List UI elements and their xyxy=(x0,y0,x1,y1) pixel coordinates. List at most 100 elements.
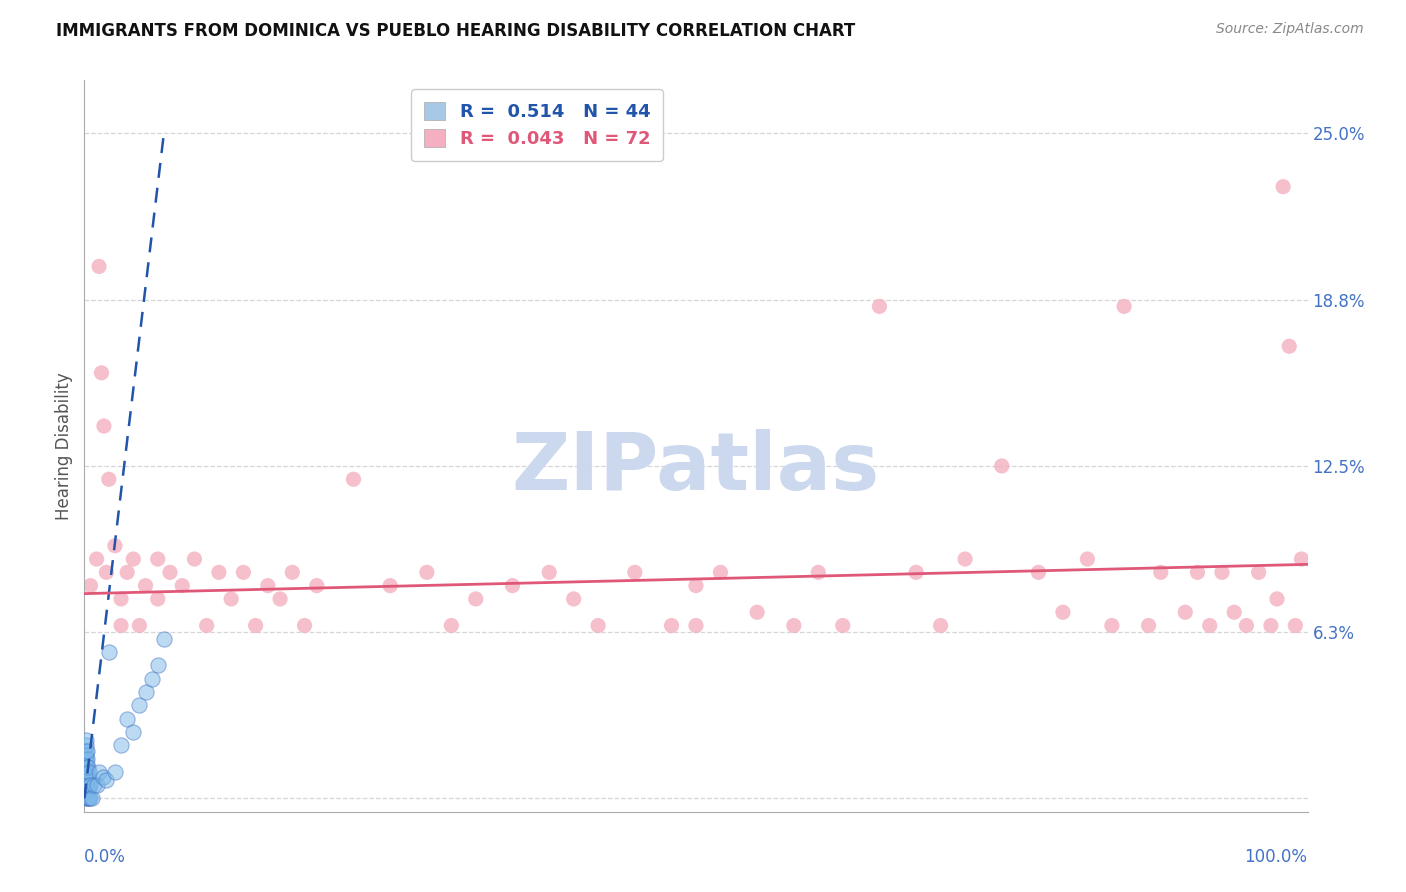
Point xyxy=(869,299,891,313)
Point xyxy=(709,566,731,580)
Point xyxy=(586,618,609,632)
Point xyxy=(269,591,291,606)
Point xyxy=(1223,605,1246,619)
Point xyxy=(110,738,132,752)
Text: ZIPatlas: ZIPatlas xyxy=(512,429,880,507)
Point xyxy=(208,566,231,580)
Point xyxy=(76,791,98,805)
Point xyxy=(110,618,132,632)
Point xyxy=(1278,339,1301,353)
Point xyxy=(77,780,100,795)
Point xyxy=(159,566,181,580)
Point xyxy=(1260,618,1282,632)
Point xyxy=(1076,552,1098,566)
Point xyxy=(1211,566,1233,580)
Point xyxy=(294,618,316,632)
Point xyxy=(685,579,707,593)
Point xyxy=(77,791,100,805)
Point xyxy=(1236,618,1258,632)
Point xyxy=(195,618,218,632)
Point xyxy=(96,772,118,787)
Point xyxy=(146,658,169,673)
Point xyxy=(83,778,105,792)
Point xyxy=(77,778,100,792)
Point xyxy=(115,566,138,580)
Point xyxy=(75,743,97,757)
Point xyxy=(1284,618,1306,632)
Point xyxy=(86,552,108,566)
Point xyxy=(90,366,112,380)
Point xyxy=(77,770,100,784)
Point xyxy=(153,632,176,646)
Point xyxy=(77,764,100,779)
Point xyxy=(79,778,101,792)
Point xyxy=(416,566,439,580)
Point xyxy=(305,579,328,593)
Point xyxy=(146,591,169,606)
Point xyxy=(77,759,100,773)
Point xyxy=(502,579,524,593)
Point xyxy=(440,618,463,632)
Point xyxy=(624,566,647,580)
Point xyxy=(661,618,683,632)
Point xyxy=(232,566,254,580)
Point xyxy=(104,764,127,779)
Point xyxy=(1028,566,1050,580)
Point xyxy=(97,472,120,486)
Point xyxy=(75,764,97,779)
Point xyxy=(783,618,806,632)
Point xyxy=(76,783,98,797)
Point xyxy=(1198,618,1220,632)
Point xyxy=(104,539,127,553)
Point xyxy=(77,791,100,805)
Point xyxy=(219,591,242,606)
Point xyxy=(1265,591,1288,606)
Point xyxy=(1247,566,1270,580)
Text: 0.0%: 0.0% xyxy=(84,848,127,866)
Point xyxy=(380,579,402,593)
Point xyxy=(1272,179,1295,194)
Point xyxy=(79,579,101,593)
Point xyxy=(128,698,150,713)
Text: Source: ZipAtlas.com: Source: ZipAtlas.com xyxy=(1216,22,1364,37)
Y-axis label: Hearing Disability: Hearing Disability xyxy=(55,372,73,520)
Point xyxy=(122,552,145,566)
Point xyxy=(807,566,830,580)
Point xyxy=(76,767,98,781)
Point xyxy=(122,725,145,739)
Point xyxy=(245,618,267,632)
Point xyxy=(128,618,150,632)
Point xyxy=(76,751,98,765)
Point xyxy=(87,764,110,779)
Point xyxy=(75,770,97,784)
Point xyxy=(146,552,169,566)
Text: IMMIGRANTS FROM DOMINICA VS PUEBLO HEARING DISABILITY CORRELATION CHART: IMMIGRANTS FROM DOMINICA VS PUEBLO HEARI… xyxy=(56,22,855,40)
Point xyxy=(1291,552,1313,566)
Point xyxy=(110,591,132,606)
Point xyxy=(905,566,928,580)
Point xyxy=(257,579,280,593)
Point xyxy=(135,685,157,699)
Point xyxy=(831,618,853,632)
Point xyxy=(75,786,97,800)
Point xyxy=(75,738,97,752)
Point xyxy=(76,775,98,789)
Point xyxy=(75,759,97,773)
Point xyxy=(80,791,103,805)
Point xyxy=(1187,566,1209,580)
Point xyxy=(76,743,98,757)
Point xyxy=(1174,605,1197,619)
Point xyxy=(464,591,486,606)
Point xyxy=(76,759,98,773)
Point xyxy=(1137,618,1160,632)
Point xyxy=(1052,605,1074,619)
Point xyxy=(685,618,707,632)
Point xyxy=(75,732,97,747)
Legend: R =  0.514   N = 44, R =  0.043   N = 72: R = 0.514 N = 44, R = 0.043 N = 72 xyxy=(411,89,664,161)
Point xyxy=(79,791,101,805)
Point xyxy=(1101,618,1123,632)
Text: 100.0%: 100.0% xyxy=(1244,848,1308,866)
Point xyxy=(562,591,585,606)
Point xyxy=(75,775,97,789)
Point xyxy=(342,472,364,486)
